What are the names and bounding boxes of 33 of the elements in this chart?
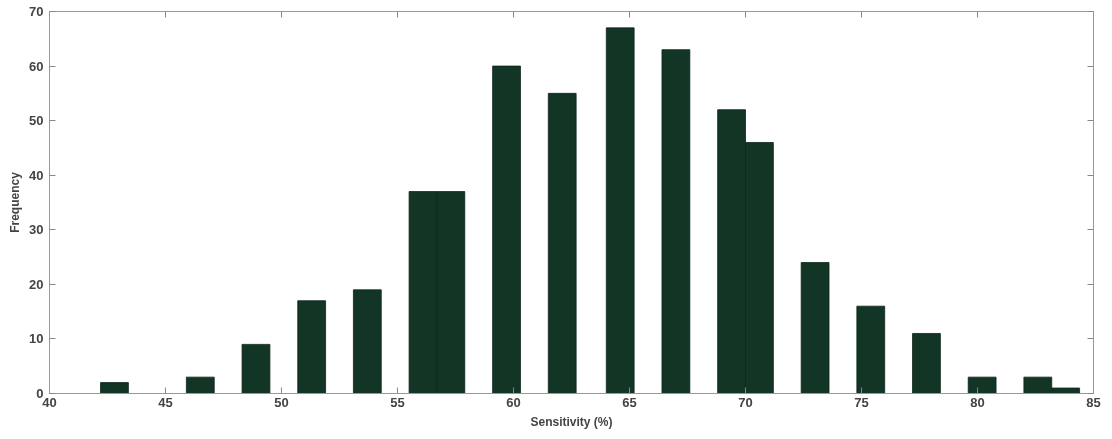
y-tick-label: 0 (36, 386, 44, 401)
bar (856, 305, 886, 394)
bar (547, 92, 577, 394)
x-tick-label: 75 (854, 394, 869, 410)
x-tick-label: 50 (274, 394, 289, 410)
y-tick-label: 40 (29, 167, 44, 183)
x-tick-label: 60 (506, 394, 521, 410)
y-tick-label: 20 (29, 276, 44, 292)
bar (353, 289, 382, 394)
x-tick-label: 45 (158, 394, 173, 410)
x-tick-label: 85 (1086, 394, 1101, 410)
x-tick-label: 65 (622, 394, 637, 410)
bar (967, 376, 997, 394)
y-axis-title: Frequency (8, 171, 23, 233)
x-axis-title: Sensitivity (%) (530, 414, 613, 429)
bar (492, 65, 521, 394)
x-tick-label: 70 (738, 394, 753, 410)
y-tick-label: 10 (29, 331, 44, 347)
y-tick-label: 60 (29, 58, 44, 74)
y-tick-label: 30 (29, 222, 44, 238)
x-tick-label: 40 (42, 394, 57, 410)
bar (241, 343, 271, 394)
x-tick-label: 80 (970, 394, 985, 410)
y-tick-label: 70 (29, 4, 44, 19)
bar (185, 376, 215, 394)
bar (661, 49, 691, 394)
bar (800, 262, 830, 394)
bar (912, 333, 941, 394)
bar (297, 300, 326, 394)
x-tick-label: 55 (390, 394, 405, 410)
y-tick-label: 50 (29, 113, 44, 129)
bar (100, 382, 129, 394)
bar (605, 27, 635, 394)
